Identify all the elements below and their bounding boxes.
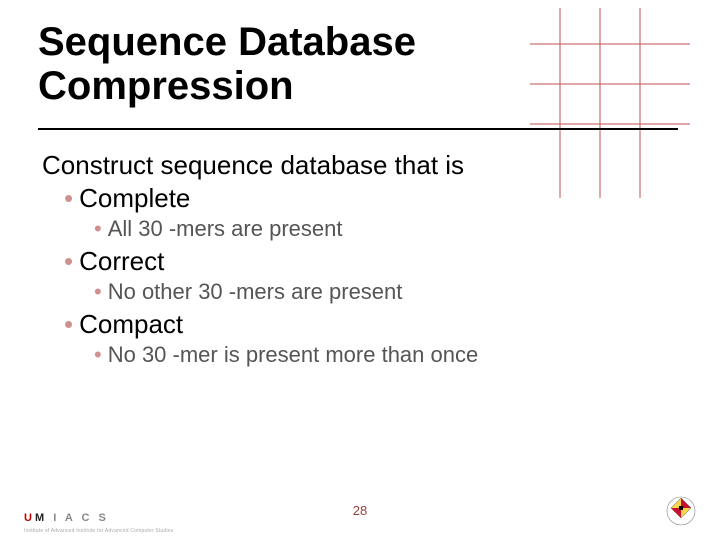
umiacs-logo: UM I A C S bbox=[24, 512, 109, 524]
bullet-icon: • bbox=[64, 246, 73, 276]
bullet-icon: • bbox=[94, 342, 102, 367]
bullet-icon: • bbox=[64, 183, 73, 213]
logo-u: U bbox=[24, 512, 35, 524]
slide-title: Sequence Database Compression bbox=[38, 20, 680, 108]
title-underline bbox=[38, 128, 678, 130]
list-label: Complete bbox=[79, 183, 190, 213]
list-sublabel: No 30 -mer is present more than once bbox=[108, 342, 479, 367]
slide-body: Construct sequence database that is •Com… bbox=[42, 150, 680, 372]
list-sublabel: All 30 -mers are present bbox=[108, 216, 343, 241]
list-item: •Correct bbox=[64, 246, 680, 277]
list-subitem: •No other 30 -mers are present bbox=[94, 279, 680, 305]
list-subitem: •No 30 -mer is present more than once bbox=[94, 342, 680, 368]
logo-iacs: I A C S bbox=[53, 512, 109, 524]
list-sublabel: No other 30 -mers are present bbox=[108, 279, 403, 304]
bullet-icon: • bbox=[94, 279, 102, 304]
maryland-seal-icon bbox=[666, 496, 696, 526]
bullet-icon: • bbox=[94, 216, 102, 241]
title-line-1: Sequence Database bbox=[38, 20, 416, 64]
list-label: Correct bbox=[79, 246, 164, 276]
list-item: •Complete bbox=[64, 183, 680, 214]
list-item: •Compact bbox=[64, 309, 680, 340]
logo-m: M bbox=[35, 512, 47, 524]
title-line-2: Compression bbox=[38, 64, 294, 108]
bullet-icon: • bbox=[64, 309, 73, 339]
umiacs-logo-subtitle: Institute of Advanced Institute for Adva… bbox=[24, 528, 174, 534]
list-subitem: •All 30 -mers are present bbox=[94, 216, 680, 242]
intro-text: Construct sequence database that is bbox=[42, 150, 680, 181]
list-label: Compact bbox=[79, 309, 183, 339]
